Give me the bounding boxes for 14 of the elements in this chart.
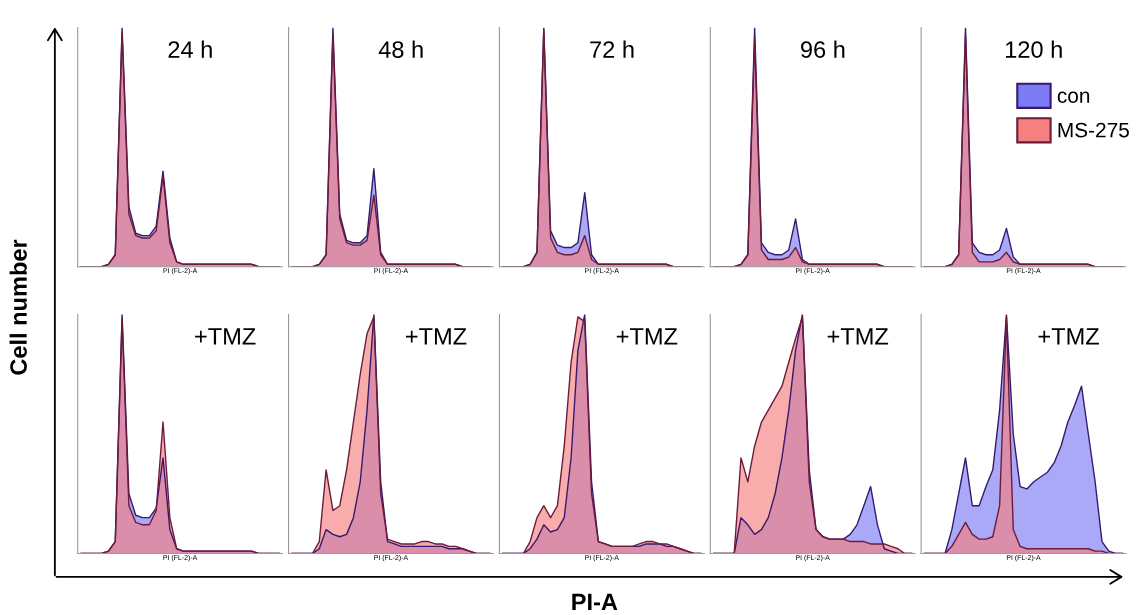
text: PI-A bbox=[572, 593, 618, 611]
chart-title: 96 h bbox=[801, 40, 845, 58]
chart-title: 24 h bbox=[168, 40, 212, 58]
chart-title: +TMZ bbox=[1038, 328, 1099, 345]
legend-label: MS-275 bbox=[1058, 122, 1129, 138]
chart-title: 48 h bbox=[378, 40, 423, 58]
chart-title: +TMZ bbox=[405, 328, 467, 345]
chart-title: +TMZ bbox=[195, 328, 256, 345]
text: Cell number bbox=[9, 239, 27, 375]
legend-label: con bbox=[1057, 91, 1090, 103]
chart-title: 72 h bbox=[590, 40, 634, 58]
chart-title: 120 h bbox=[1005, 40, 1062, 58]
chart-title: +TMZ bbox=[827, 328, 889, 345]
chart-title: +TMZ bbox=[616, 328, 678, 345]
